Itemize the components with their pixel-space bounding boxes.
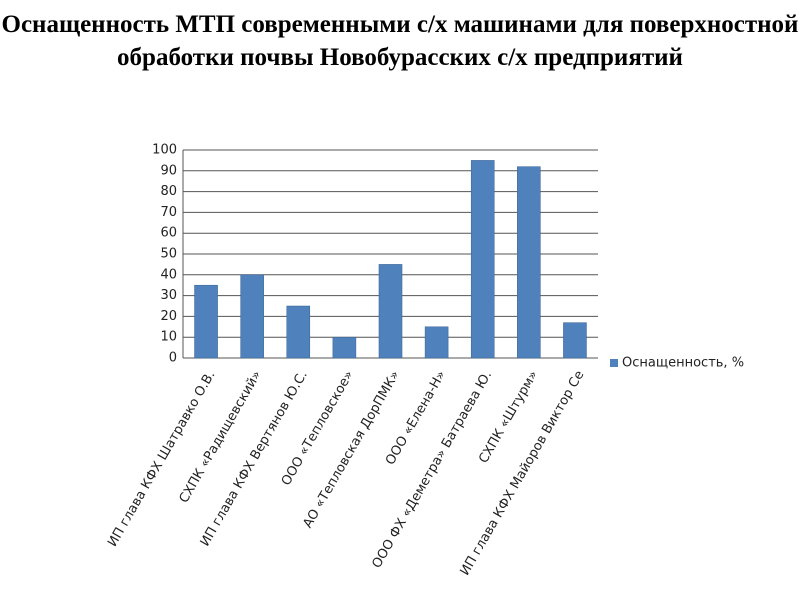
legend-swatch: [610, 359, 618, 367]
bar: [240, 274, 264, 359]
bar: [424, 326, 449, 359]
y-tick-label: 10: [160, 330, 177, 345]
y-tick-label: 30: [160, 288, 177, 303]
y-tick-label: 80: [160, 184, 177, 199]
y-tick-label: 0: [169, 351, 177, 366]
y-tick-label: 100: [152, 143, 177, 158]
y-tick-label: 40: [160, 267, 177, 282]
bar: [517, 166, 541, 359]
x-tick-label: АО «Тепловская ДорПМК»: [300, 368, 403, 531]
y-tick-label: 90: [160, 163, 177, 178]
bar: [286, 305, 311, 359]
bar: [378, 264, 403, 359]
y-tick-label: 50: [160, 247, 177, 262]
chart-title: Оснащенность МТП современными с/х машина…: [1, 11, 799, 71]
bar: [332, 336, 357, 359]
y-tick-label: 70: [160, 205, 177, 220]
bar: [194, 284, 218, 359]
bar: [470, 160, 495, 359]
y-tick-label: 20: [160, 309, 177, 324]
y-tick-label: 60: [160, 226, 177, 241]
x-tick-label: СХПК «Радищевский»: [177, 368, 265, 505]
bar: [563, 322, 587, 359]
legend-label: Оснащенность, %: [622, 356, 744, 371]
